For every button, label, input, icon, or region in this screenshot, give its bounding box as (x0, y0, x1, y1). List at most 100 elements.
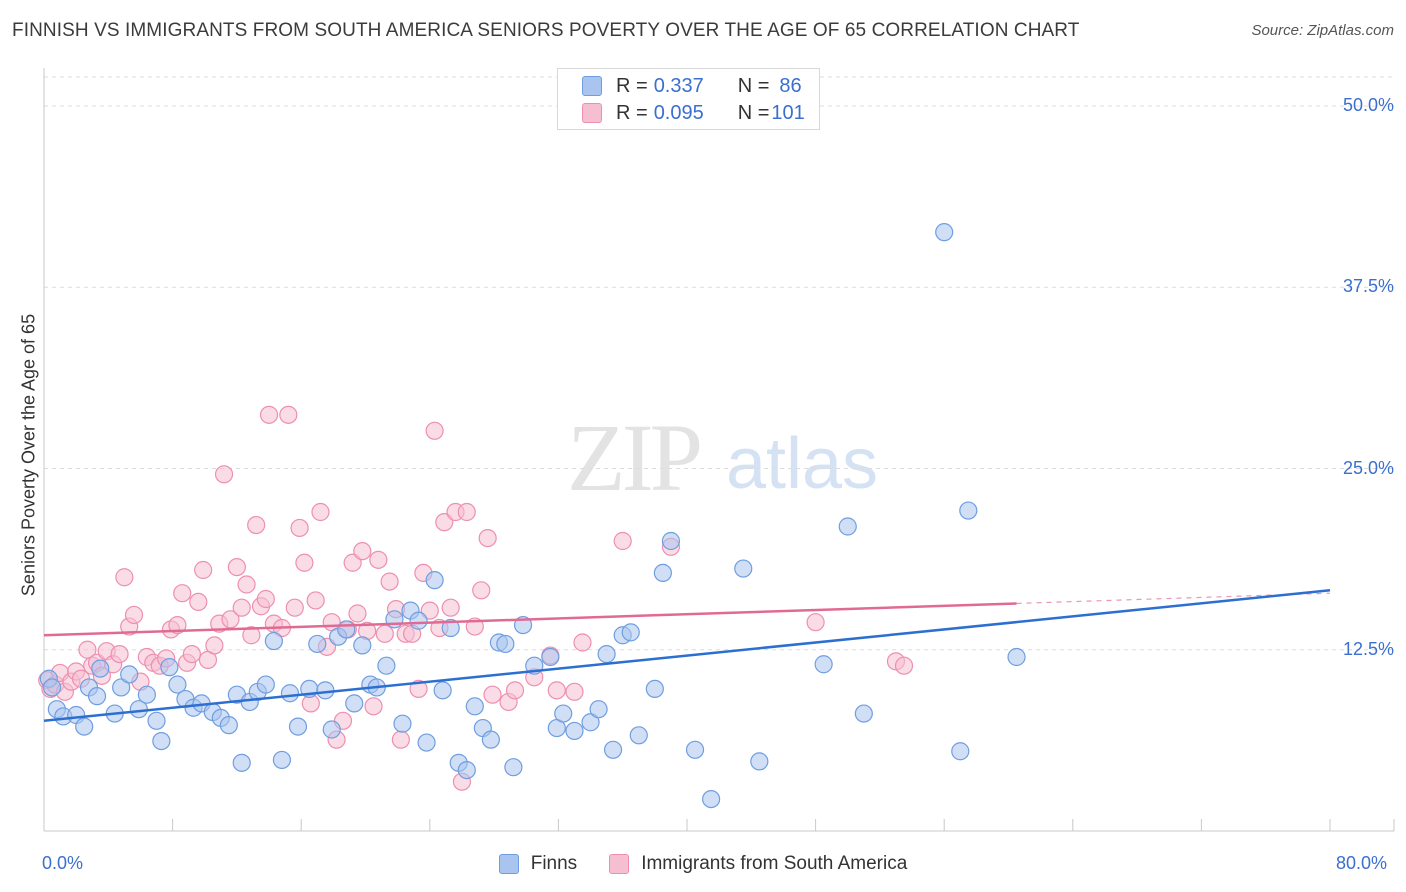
trend-line-south-america (43, 602, 1017, 637)
finns-swatch (498, 854, 519, 874)
legend-label-south-america: Immigrants from South America (641, 853, 908, 874)
point-south-america (435, 513, 454, 532)
point-south-america (205, 636, 224, 655)
point-south-america (295, 553, 314, 572)
x-tick-label-min: 0.0% (42, 853, 84, 873)
point-south-america (613, 531, 632, 551)
point-south-america (353, 542, 372, 561)
point-finns (393, 714, 412, 733)
south-america-swatch (609, 854, 630, 874)
watermark-atlas: atlas (726, 424, 878, 504)
point-finns (554, 704, 573, 723)
point-finns (417, 733, 436, 752)
r-value: 0.337 (653, 74, 704, 97)
point-finns (385, 610, 404, 629)
point-south-america (237, 575, 256, 594)
point-finns (685, 740, 705, 759)
point-south-america (483, 685, 502, 704)
point-finns (581, 713, 600, 732)
point-finns (504, 758, 523, 777)
r-value: 0.095 (653, 101, 704, 124)
point-finns (147, 711, 166, 730)
point-finns (565, 721, 584, 741)
point-finns (433, 681, 452, 700)
point-finns (264, 631, 283, 651)
point-finns (316, 681, 335, 700)
point-finns (152, 731, 171, 751)
point-south-america (168, 615, 187, 635)
point-finns (457, 760, 476, 780)
series-legend: Finns Immigrants from South America (0, 851, 1406, 877)
legend-item-finns: Finns (498, 853, 578, 875)
point-finns (734, 559, 753, 578)
correlation-legend: R = 0.337 N = 86 R = 0.095 N = 101 (557, 68, 820, 130)
point-south-america (348, 604, 367, 623)
point-south-america (472, 581, 491, 600)
point-south-america (259, 405, 279, 424)
point-finns (91, 659, 110, 678)
r-label: R = (616, 101, 648, 124)
point-finns (814, 655, 833, 674)
point-finns (137, 685, 156, 704)
point-finns (935, 223, 954, 242)
point-finns (661, 531, 681, 551)
point-finns (337, 620, 356, 639)
point-finns (653, 563, 672, 583)
point-finns (42, 678, 62, 697)
point-finns (272, 750, 292, 770)
point-finns (75, 717, 94, 736)
legend-label-finns: Finns (530, 853, 578, 874)
point-south-america (369, 550, 388, 569)
trend-line-finns (43, 589, 1331, 723)
point-finns (589, 700, 608, 719)
point-south-america (565, 682, 584, 701)
point-south-america (227, 557, 246, 577)
point-finns (345, 694, 364, 713)
point-finns (168, 675, 187, 694)
point-south-america (806, 613, 825, 632)
point-finns (750, 752, 769, 771)
point-south-america (409, 679, 428, 699)
point-south-america (311, 502, 330, 522)
point-south-america (425, 421, 444, 440)
y-tick-label: 12.5% (1342, 638, 1394, 659)
point-finns (87, 687, 107, 706)
point-finns (280, 684, 300, 703)
point-south-america (232, 598, 251, 617)
source-label: Source: ZipAtlas.com (1251, 22, 1394, 39)
x-tick-label-max: 80.0% (1336, 853, 1388, 873)
point-south-america (478, 528, 497, 548)
point-south-america (343, 553, 362, 572)
point-south-america (242, 626, 261, 645)
series-finns (39, 223, 1026, 809)
point-south-america (573, 633, 592, 652)
point-finns (441, 618, 460, 638)
y-tick-label: 50.0% (1342, 95, 1394, 115)
point-finns (256, 675, 275, 694)
point-finns (481, 730, 500, 749)
point-finns (120, 665, 139, 684)
watermark-zip: ZIP (567, 404, 700, 511)
point-finns (951, 742, 970, 761)
y-tick-label: 37.5% (1342, 276, 1394, 297)
point-finns (465, 697, 484, 716)
point-south-america (256, 589, 275, 609)
point-south-america (194, 560, 213, 580)
point-south-america (247, 515, 266, 535)
point-finns (645, 679, 664, 699)
n-label: N = (737, 74, 770, 97)
point-south-america (547, 681, 566, 700)
point-finns (854, 704, 873, 723)
point-finns (597, 644, 616, 664)
r-label: R = (616, 74, 648, 97)
grid-lines (44, 76, 1394, 651)
point-south-america (505, 681, 525, 700)
point-south-america (182, 644, 201, 664)
legend-row-finns: R = 0.337 N = 86 (582, 73, 802, 99)
point-south-america (115, 568, 134, 587)
point-finns (1007, 647, 1026, 667)
point-south-america (285, 598, 304, 617)
axes (43, 68, 1395, 832)
point-south-america (279, 405, 298, 424)
